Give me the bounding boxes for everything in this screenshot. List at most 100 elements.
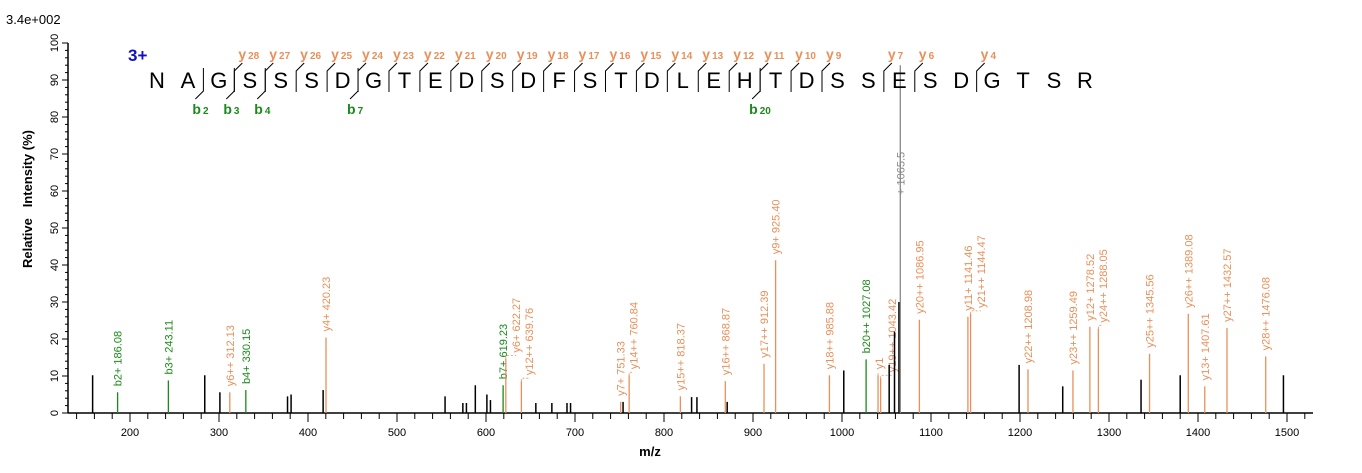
y-ion-marker [326, 62, 336, 92]
residue: D [458, 68, 474, 93]
residue: S [923, 68, 938, 93]
y-ion-label: y 12 [733, 46, 754, 62]
x-axis-label: m/z [639, 444, 661, 459]
peak-label: b2+ 186.08 [113, 331, 125, 386]
b-ion-marker [195, 68, 204, 100]
peak-label: y14++ 760.84 [629, 302, 641, 369]
peak-label: y1 [874, 358, 886, 370]
y-ion-marker [233, 62, 243, 92]
y-ion-label: y 26 [300, 46, 321, 62]
y-ion-marker [450, 62, 460, 92]
residue: S [830, 68, 845, 93]
residue: S [242, 68, 257, 93]
residue: E [428, 68, 443, 93]
peak-label: y12+ 1278.52 [1085, 254, 1097, 321]
y-ion-label: y 10 [795, 46, 816, 62]
residue: S [490, 68, 505, 93]
x-tick-label: 1100 [919, 427, 943, 439]
y-ion-label: y 19 [517, 46, 538, 62]
y-ion-marker [574, 62, 583, 92]
b-ion-marker [225, 68, 235, 100]
peak-label: y6+ 622.27 [511, 298, 523, 353]
peak-label: b7+ 619.23 [498, 324, 510, 379]
peak-label: y18++ 985.88 [824, 302, 836, 369]
peak-label: y17++ 912.39 [759, 290, 771, 357]
y-axis-label: Relative Intensity (%) [20, 130, 35, 268]
peak-label: y26++ 1389.08 [1183, 234, 1195, 307]
residue: T [614, 68, 627, 93]
y-ion-label: y 20 [486, 46, 507, 62]
peak-label-leader [1097, 325, 1103, 329]
y-ion-marker [604, 62, 614, 92]
y-ion-label: y 27 [269, 46, 290, 62]
peak-label: y24++ 1288.05 [1098, 249, 1110, 322]
y-tick-label: 90 [49, 74, 61, 86]
residue: S [861, 68, 876, 93]
residue: A [181, 68, 196, 93]
y-ion-label: y 18 [548, 46, 569, 62]
residue: D [335, 68, 351, 93]
x-tick-label: 1300 [1097, 427, 1121, 439]
b-ion-marker [751, 68, 761, 100]
peak-label: y9+ 925.40 [771, 199, 783, 254]
x-tick-label: 1200 [1008, 427, 1032, 439]
y-tick-label: 60 [49, 185, 61, 197]
y-ion-marker [481, 62, 491, 92]
peak-label: y25++ 1345.56 [1145, 274, 1157, 347]
peak-label: y19++ 1043.42 [887, 299, 899, 372]
peak-label-leader [520, 377, 530, 382]
y-tick-label: 10 [49, 370, 61, 382]
y-tick-label: 0 [49, 410, 61, 416]
peak-label-leader [628, 371, 634, 376]
y-tick-label: 40 [49, 259, 61, 271]
y-ion-label: y 21 [455, 46, 476, 62]
x-tick-label: 900 [744, 427, 762, 439]
y-ion-marker [512, 62, 522, 92]
x-tick-label: 800 [655, 427, 673, 439]
peak-label: b20++ 1027.08 [861, 279, 873, 353]
residue: T [769, 68, 782, 93]
residue: T [398, 68, 411, 93]
peak-label: y12++ 639.76 [524, 308, 536, 375]
peak-label: y4+ 420.23 [321, 277, 333, 332]
residue: D [644, 68, 660, 93]
x-tick-label: 600 [477, 427, 495, 439]
residue: F [552, 68, 565, 93]
peak-label: y16++ 868.87 [720, 308, 732, 375]
x-tick-label: 400 [299, 427, 317, 439]
charge-state-label: 3+ [128, 46, 147, 65]
residue: L [677, 68, 689, 93]
y-ion-label: y 16 [609, 46, 630, 62]
residue: H [737, 68, 753, 93]
x-tick-label: 1400 [1186, 427, 1210, 439]
x-tick-label: 500 [388, 427, 406, 439]
y-ion-marker [388, 62, 398, 92]
residue: D [799, 68, 815, 93]
y-tick-label: 30 [49, 296, 61, 308]
residue: T [1016, 68, 1029, 93]
y-ion-label: y 13 [702, 46, 723, 62]
peak-label-leader [877, 371, 880, 376]
peak-label: y23++ 1259.49 [1068, 291, 1080, 364]
peak-label: b4+ 330.15 [241, 329, 253, 384]
y-ion-label: y 15 [640, 46, 661, 62]
y-ion-label: y 14 [671, 46, 692, 62]
residue: S [273, 68, 288, 93]
y-ion-marker [790, 62, 800, 92]
peak-label: y11+ 1141.46 [963, 245, 975, 310]
y-ion-label: y 25 [331, 46, 352, 62]
y-ion-marker [697, 62, 707, 92]
y-ion-label: y 23 [393, 46, 414, 62]
peak-label-leader [880, 374, 893, 379]
peak-label: y7+ 751.33 [616, 341, 628, 396]
residue: D [953, 68, 969, 93]
peak-label: y13+ 1407.61 [1200, 313, 1212, 380]
peak-label: y28++ 1476.08 [1261, 277, 1273, 350]
y-tick-label: 80 [49, 111, 61, 123]
